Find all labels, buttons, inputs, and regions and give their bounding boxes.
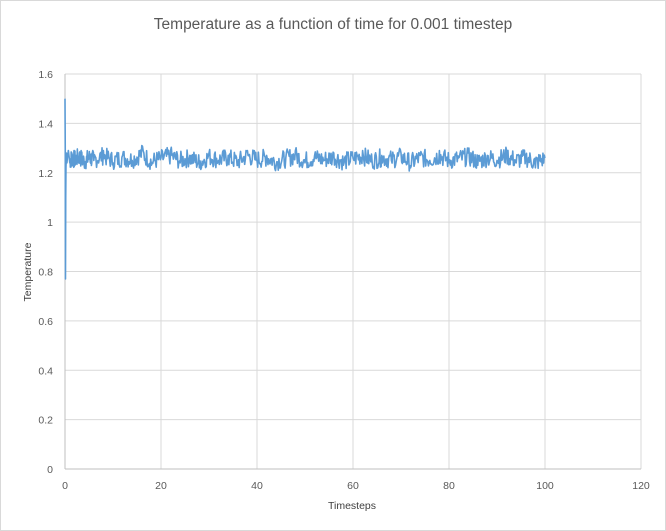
- y-tick-label: 1.4: [38, 118, 53, 130]
- grid-layer: [65, 73, 642, 469]
- y-tick-label: 1.2: [38, 168, 53, 180]
- x-tick-label: 40: [251, 480, 263, 492]
- x-tick-label: 120: [632, 480, 650, 492]
- tick-label-layer: 0 0.2 0.4 0.6 0.8 1 1.2 1.4 1.6 0 20 40 60 80 100 120: [38, 69, 650, 492]
- y-tick-label: 0.8: [38, 267, 53, 279]
- y-tick-label: 0: [47, 464, 53, 476]
- x-tick-label: 80: [443, 480, 455, 492]
- chart-title: Temperature as a function of time for 0.…: [154, 16, 512, 33]
- y-tick-label: 0.6: [38, 316, 53, 328]
- y-tick-label: 1: [47, 217, 53, 229]
- y-tick-label: 1.6: [38, 69, 53, 81]
- x-tick-label: 0: [62, 480, 68, 492]
- y-tick-label: 0.2: [38, 415, 53, 427]
- x-tick-label: 20: [155, 480, 167, 492]
- series-layer: [64, 98, 546, 280]
- y-tick-label: 0.4: [38, 365, 53, 377]
- temperature-series-line: [64, 98, 546, 280]
- x-tick-label: 100: [536, 480, 554, 492]
- y-axis-title: Temperature: [22, 242, 34, 301]
- x-tick-label: 60: [347, 480, 359, 492]
- x-axis-title: Timesteps: [328, 500, 376, 512]
